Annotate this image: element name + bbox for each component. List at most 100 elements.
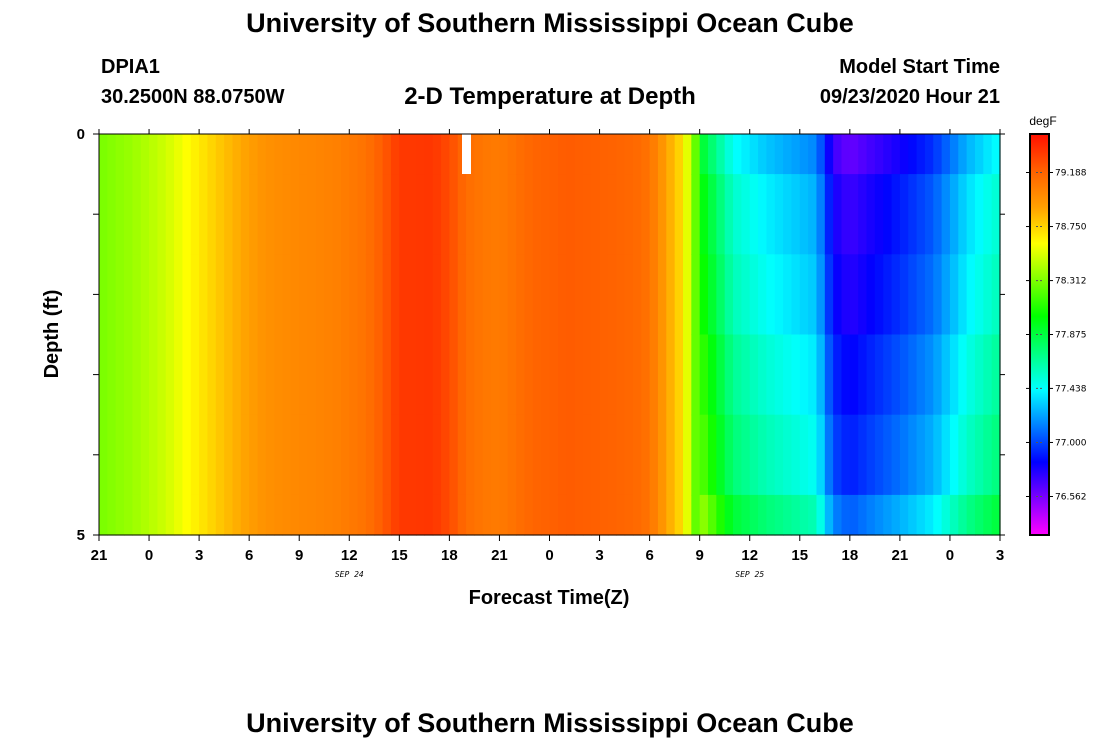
- heatmap-cell: [274, 254, 284, 336]
- heatmap-cell: [532, 254, 542, 336]
- heatmap-cell: [374, 494, 384, 536]
- heatmap-cell: [891, 334, 901, 416]
- heatmap-cell: [741, 254, 751, 336]
- heatmap-cell: [991, 414, 1001, 496]
- heatmap-cell: [891, 494, 901, 536]
- heatmap-cell: [441, 254, 450, 336]
- heatmap-cell: [165, 494, 175, 536]
- heatmap-cell: [424, 334, 434, 416]
- heatmap-cell: [858, 174, 868, 255]
- heatmap-cell: [991, 134, 1001, 175]
- heatmap-cell: [758, 414, 767, 496]
- heatmap-cell: [390, 174, 400, 255]
- heatmap-cell: [824, 334, 834, 416]
- heatmap-cell: [282, 334, 292, 416]
- heatmap-cell: [766, 174, 776, 255]
- heatmap-cell: [691, 334, 701, 416]
- heatmap-cell: [607, 414, 617, 496]
- colorbar-scale: [1029, 133, 1050, 536]
- heatmap-cell: [215, 134, 225, 175]
- heatmap-cell: [224, 334, 234, 416]
- heatmap-cell: [791, 334, 801, 416]
- heatmap-cell: [733, 494, 742, 536]
- heatmap-cell: [182, 174, 192, 255]
- heatmap-cell: [749, 134, 759, 175]
- heatmap-cell: [516, 334, 526, 416]
- heatmap-cell: [649, 174, 659, 255]
- heatmap-cell: [382, 494, 392, 536]
- heatmap-cell: [274, 414, 284, 496]
- heatmap-cell: [908, 414, 918, 496]
- heatmap-cell: [541, 174, 551, 255]
- heatmap-cell: [249, 414, 259, 496]
- heatmap-cell: [516, 174, 526, 255]
- heatmap-cell: [758, 254, 767, 336]
- missing-data-gap: [462, 134, 471, 174]
- heatmap-cell: [766, 134, 776, 175]
- heatmap-cell: [799, 174, 809, 255]
- heatmap-cell: [149, 174, 158, 255]
- heatmap-cell: [99, 254, 108, 336]
- heatmap-cell: [215, 254, 225, 336]
- heatmap-cell: [666, 414, 676, 496]
- heatmap-cell: [933, 254, 943, 336]
- y-axis: 05: [77, 126, 1005, 544]
- heatmap-cell: [624, 334, 634, 416]
- heatmap-cell: [124, 414, 133, 496]
- heatmap-cell: [149, 134, 158, 175]
- heatmap-cell: [174, 414, 184, 496]
- heatmap-cell: [591, 334, 601, 416]
- heatmap-cell: [524, 414, 534, 496]
- heatmap-cell: [224, 494, 234, 536]
- heatmap-cell: [416, 134, 425, 175]
- heatmap-cell: [115, 494, 125, 536]
- heatmap-cell: [340, 174, 350, 255]
- heatmap-cell: [365, 414, 375, 496]
- heatmap-cell: [424, 134, 434, 175]
- heatmap-cell: [382, 334, 392, 416]
- heatmap-cell: [574, 414, 584, 496]
- heatmap-cell: [891, 134, 901, 175]
- x-axis-title: Forecast Time(Z): [469, 587, 630, 609]
- heatmap-cell: [240, 414, 250, 496]
- heatmap-cell: [324, 254, 334, 336]
- heatmap-cell: [708, 414, 717, 496]
- heatmap-cell: [949, 414, 959, 496]
- heatmap-cell: [591, 414, 601, 496]
- x-tick-label: 15: [391, 547, 408, 564]
- heatmap-cell: [624, 254, 634, 336]
- heatmap-cell: [282, 414, 292, 496]
- heatmap-cell: [607, 494, 617, 536]
- heatmap-cell: [891, 414, 901, 496]
- heatmap-cell: [290, 174, 300, 255]
- heatmap-cell: [207, 254, 217, 336]
- heatmap-cell: [682, 254, 692, 336]
- heatmap-cell: [140, 334, 150, 416]
- heatmap-cell: [232, 254, 242, 336]
- heatmap-cell: [908, 254, 918, 336]
- heatmap-cell: [824, 414, 834, 496]
- heatmap-cell: [140, 494, 150, 536]
- heatmap-cell: [708, 334, 717, 416]
- heatmap-cell: [182, 254, 192, 336]
- heatmap-cell: [607, 254, 617, 336]
- heatmap-cell: [699, 134, 709, 175]
- heatmap-cell: [282, 494, 292, 536]
- heatmap-cell: [924, 134, 934, 175]
- heatmap-cell: [666, 334, 676, 416]
- heatmap-cell: [549, 414, 559, 496]
- heatmap-cell: [657, 254, 667, 336]
- heatmap-cell: [682, 494, 692, 536]
- heatmap-cell: [724, 174, 734, 255]
- heatmap-cell: [749, 254, 759, 336]
- heatmap-cell: [649, 494, 659, 536]
- heatmap-cell: [624, 494, 634, 536]
- heatmap-cell: [249, 134, 259, 175]
- heatmap-cell: [299, 174, 309, 255]
- heatmap-cell: [165, 174, 175, 255]
- heatmap-cell: [249, 254, 259, 336]
- heatmap-cell: [841, 134, 851, 175]
- heatmap-cell: [416, 174, 425, 255]
- heatmap-cell: [557, 334, 567, 416]
- heatmap-cell: [741, 174, 751, 255]
